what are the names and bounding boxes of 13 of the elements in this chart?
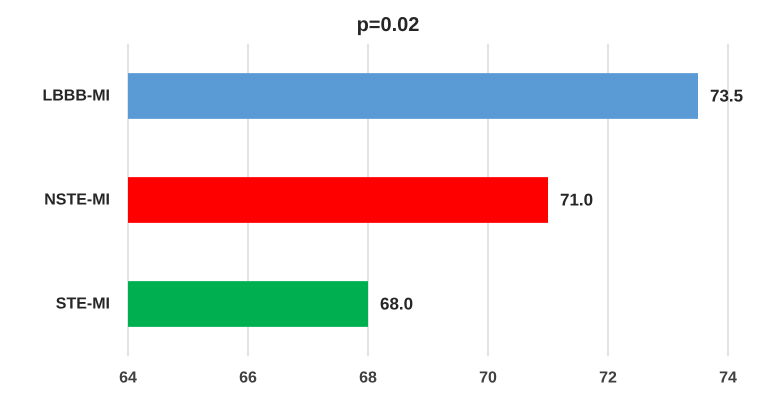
x-tick-label: 70: [479, 370, 497, 386]
x-tick-label: 66: [239, 370, 257, 386]
chart-title: p=0.02: [356, 14, 420, 36]
data-label: 73.5: [710, 86, 744, 106]
x-tick-label: 74: [719, 370, 737, 386]
y-tick-label: NSTE-MI: [44, 192, 110, 208]
x-tick-label: 68: [359, 370, 377, 386]
data-label: 68.0: [380, 294, 414, 314]
y-tick-label: STE-MI: [56, 296, 110, 312]
y-tick-label: LBBB-MI: [42, 88, 110, 104]
data-label: 71.0: [560, 190, 594, 210]
x-tick-label: 72: [599, 370, 617, 386]
x-tick-label: 64: [119, 370, 137, 386]
